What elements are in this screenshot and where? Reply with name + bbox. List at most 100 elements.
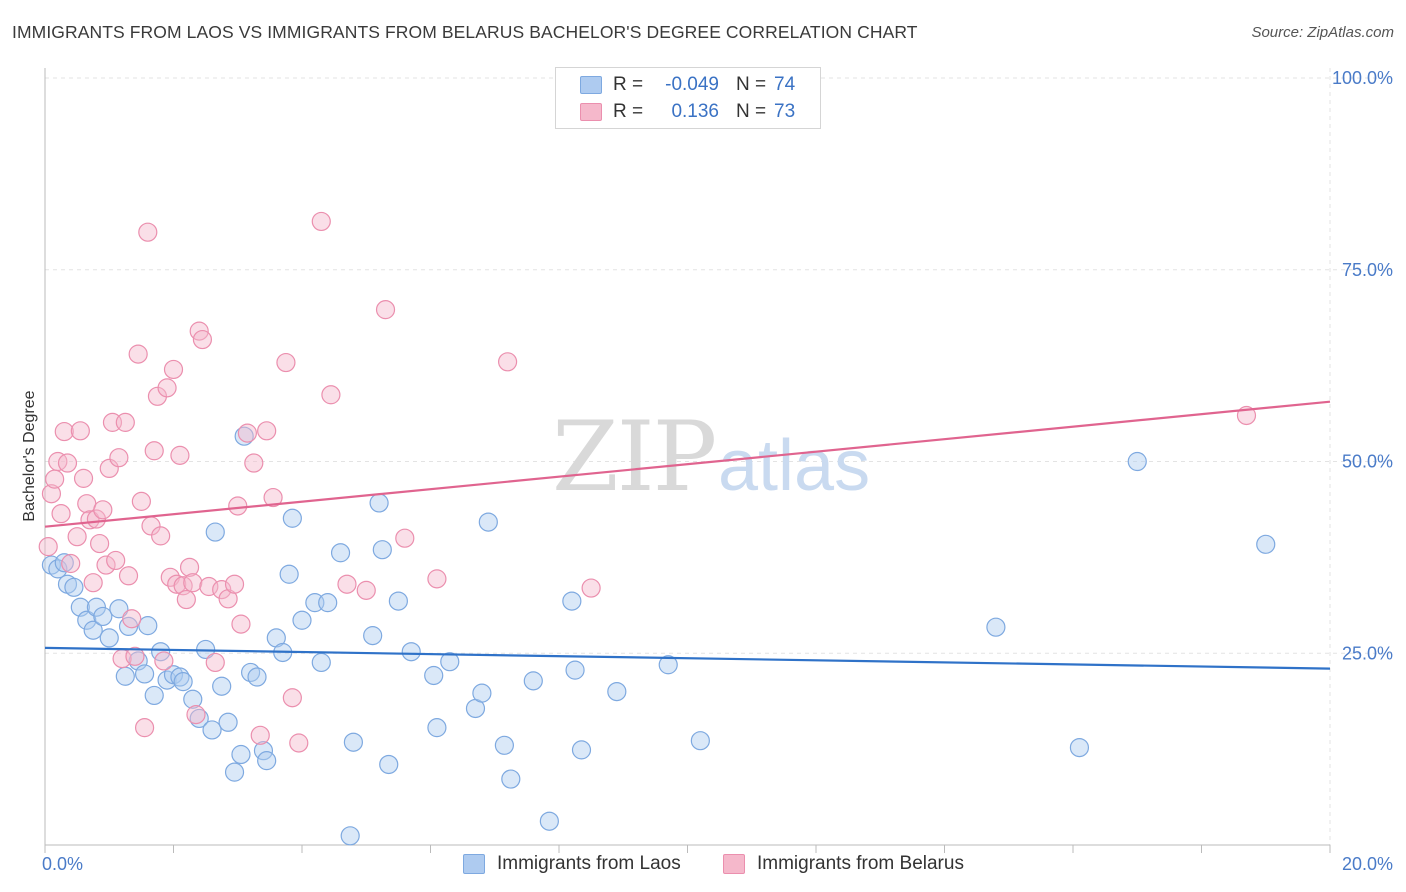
point-laos bbox=[571, 740, 592, 760]
chart-title: IMMIGRANTS FROM LAOS VS IMMIGRANTS FROM … bbox=[12, 22, 918, 42]
y-axis-title: Bachelor's Degree bbox=[21, 390, 38, 521]
legend-r-value-belarus: 0.136 bbox=[671, 101, 719, 122]
point-laos bbox=[212, 676, 232, 696]
point-belarus bbox=[77, 494, 97, 514]
point-laos bbox=[388, 591, 408, 611]
tick-labels: 100.0% 75.0% 50.0% 25.0% 0.0% 20.0% bbox=[42, 68, 1393, 874]
series-legend: Immigrants from Laos Immigrants from Bel… bbox=[0, 852, 1406, 878]
point-belarus bbox=[337, 574, 357, 594]
point-laos bbox=[224, 762, 245, 782]
point-laos bbox=[401, 642, 421, 662]
point-laos bbox=[363, 626, 383, 646]
point-belarus bbox=[70, 421, 90, 441]
legend-label-belarus: Immigrants from Belarus bbox=[757, 853, 964, 874]
legend-swatch-belarus bbox=[723, 854, 745, 874]
point-belarus bbox=[395, 528, 415, 548]
legend-n-label: N = bbox=[736, 101, 767, 122]
point-laos bbox=[1127, 451, 1147, 472]
point-belarus bbox=[54, 421, 74, 442]
point-belarus bbox=[498, 352, 518, 372]
point-laos bbox=[83, 620, 103, 640]
point-belarus bbox=[41, 484, 62, 504]
point-belarus bbox=[179, 557, 200, 577]
point-belarus bbox=[151, 526, 171, 546]
point-belarus bbox=[581, 578, 601, 598]
watermark: ZIP atlas bbox=[552, 401, 870, 513]
legend-r-value-laos: -0.049 bbox=[665, 74, 719, 95]
chart-source: Source: ZipAtlas.com bbox=[1251, 24, 1394, 41]
point-belarus bbox=[106, 550, 126, 571]
y-tick-label: 75.0% bbox=[1342, 260, 1393, 280]
point-belarus bbox=[263, 487, 283, 508]
point-laos bbox=[77, 610, 97, 630]
point-laos bbox=[379, 754, 399, 775]
point-belarus bbox=[38, 537, 58, 557]
point-laos bbox=[231, 744, 251, 765]
point-belarus bbox=[109, 448, 129, 468]
point-belarus bbox=[375, 300, 396, 320]
point-laos bbox=[343, 732, 363, 752]
watermark-zip: ZIP bbox=[552, 401, 715, 513]
legend-swatch-laos bbox=[580, 76, 602, 94]
point-belarus bbox=[157, 378, 177, 398]
point-laos bbox=[99, 628, 119, 648]
point-laos bbox=[318, 593, 338, 613]
point-belarus bbox=[321, 385, 341, 405]
trend-line-belarus bbox=[44, 400, 1331, 528]
point-belarus bbox=[282, 688, 302, 708]
point-laos bbox=[472, 683, 492, 703]
point-laos bbox=[247, 667, 267, 687]
point-belarus bbox=[138, 222, 158, 242]
point-laos bbox=[292, 610, 312, 630]
point-laos bbox=[372, 540, 392, 560]
trend-lines bbox=[44, 400, 1331, 670]
point-laos bbox=[279, 564, 299, 584]
point-belarus bbox=[61, 553, 81, 574]
legend-n-label: N = bbox=[736, 74, 767, 95]
point-laos bbox=[118, 616, 139, 637]
point-belarus bbox=[167, 574, 187, 594]
point-laos bbox=[138, 616, 158, 636]
point-belarus bbox=[228, 496, 248, 516]
point-laos bbox=[440, 652, 460, 672]
point-belarus bbox=[176, 589, 196, 610]
point-laos bbox=[311, 652, 331, 673]
point-belarus bbox=[131, 491, 151, 511]
point-belarus bbox=[244, 453, 264, 473]
point-belarus bbox=[311, 211, 331, 232]
point-laos bbox=[690, 731, 710, 751]
point-laos bbox=[1256, 534, 1276, 554]
legend-n-value-belarus: 73 bbox=[774, 101, 796, 122]
point-belarus bbox=[45, 469, 65, 489]
point-belarus bbox=[128, 344, 148, 364]
point-laos bbox=[478, 512, 498, 532]
point-belarus bbox=[289, 733, 309, 753]
point-laos bbox=[1069, 737, 1090, 758]
y-tick-label: 25.0% bbox=[1342, 643, 1393, 663]
point-laos bbox=[501, 769, 521, 789]
x-tick-label-max: 20.0% bbox=[1342, 854, 1393, 874]
point-belarus bbox=[183, 573, 203, 593]
point-laos bbox=[986, 617, 1006, 637]
point-belarus bbox=[186, 705, 206, 725]
series-laos-points bbox=[41, 426, 1276, 846]
point-laos bbox=[658, 655, 678, 675]
point-laos bbox=[109, 599, 129, 619]
point-belarus bbox=[276, 352, 296, 373]
point-belarus bbox=[224, 574, 245, 594]
legend-row-laos: R = -0.049 N = 74 bbox=[556, 73, 820, 99]
point-belarus bbox=[250, 725, 270, 745]
point-belarus bbox=[192, 329, 213, 350]
point-laos bbox=[218, 712, 238, 732]
point-laos bbox=[607, 681, 627, 702]
point-laos bbox=[183, 689, 203, 709]
x-tick-label-min: 0.0% bbox=[42, 854, 83, 874]
legend-swatch-laos bbox=[463, 854, 485, 874]
point-laos bbox=[144, 685, 164, 706]
point-belarus bbox=[163, 359, 184, 380]
point-belarus bbox=[99, 458, 119, 479]
point-belarus bbox=[48, 451, 68, 472]
point-laos bbox=[340, 826, 360, 846]
point-belarus bbox=[83, 573, 103, 593]
